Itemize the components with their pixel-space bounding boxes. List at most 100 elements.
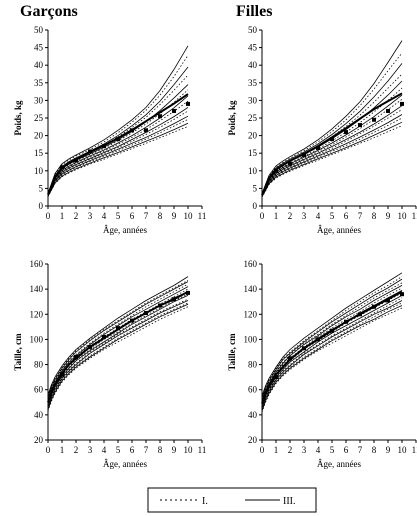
series-line-dotted xyxy=(261,287,403,403)
x-tick-label: 6 xyxy=(344,211,349,221)
x-tick-label: 7 xyxy=(144,211,149,221)
series-line-dotted xyxy=(261,276,403,398)
x-tick-label: 7 xyxy=(358,211,363,221)
x-tick-label: 6 xyxy=(344,445,349,455)
x-tick-label: 11 xyxy=(198,211,207,221)
x-tick-label: 9 xyxy=(172,211,177,221)
x-tick-label: 2 xyxy=(288,211,293,221)
y-axis-label: Poids, kg xyxy=(13,100,23,136)
panel-title: Garçons xyxy=(20,3,78,20)
series-line-dotted xyxy=(47,279,189,397)
data-marker xyxy=(158,114,162,119)
series-line-solid xyxy=(261,121,403,197)
x-tick-label: 3 xyxy=(302,445,307,455)
data-marker xyxy=(386,298,390,303)
data-marker xyxy=(74,158,78,163)
x-tick-label: 11 xyxy=(412,445,417,455)
x-tick-label: 4 xyxy=(102,445,107,455)
data-marker xyxy=(400,101,404,106)
series-line-dotted xyxy=(47,283,189,399)
x-tick-label: 3 xyxy=(302,211,307,221)
data-marker xyxy=(74,355,78,360)
data-marker xyxy=(330,328,334,333)
y-tick-label: 5 xyxy=(253,183,258,193)
y-tick-label: 5 xyxy=(39,183,44,193)
y-tick-label: 20 xyxy=(34,131,44,141)
x-tick-label: 0 xyxy=(46,211,51,221)
y-tick-label: 30 xyxy=(34,95,44,105)
x-tick-label: 2 xyxy=(74,445,79,455)
series-line-solid xyxy=(47,300,189,408)
x-axis-label: Âge, années xyxy=(317,459,361,469)
series-line-dotted xyxy=(47,302,189,409)
x-tick-label: 4 xyxy=(316,445,321,455)
series-line-solid xyxy=(47,107,189,196)
y-tick-label: 40 xyxy=(34,60,44,70)
data-marker xyxy=(316,145,320,150)
data-marker xyxy=(186,101,190,106)
series-line-dotted xyxy=(47,110,189,196)
series-line-solid xyxy=(261,300,403,409)
data-marker xyxy=(288,161,292,166)
chart-panel-garcons-height: 20 40 60 80 100 120 140 160 0 1 2 3 4 5 6 7 8 9 10 11 Âge, a… xyxy=(13,259,206,469)
y-tick-label: 20 xyxy=(34,435,44,445)
x-tick-label: 7 xyxy=(358,445,363,455)
y-tick-label: 40 xyxy=(34,410,44,420)
y-axis-label: Taille, cm xyxy=(227,333,237,371)
series-line-dotted xyxy=(261,52,403,195)
y-tick-label: 60 xyxy=(248,385,258,395)
x-tick-label: 6 xyxy=(130,445,135,455)
series-line-dotted xyxy=(261,117,403,197)
legend-label-solid: III. xyxy=(283,496,296,507)
x-tick-label: 3 xyxy=(88,211,93,221)
x-tick-label: 8 xyxy=(158,445,163,455)
data-marker xyxy=(274,168,278,173)
y-tick-label: 40 xyxy=(248,60,258,70)
x-axis-label: Âge, années xyxy=(317,225,361,235)
panel-title: Filles xyxy=(236,3,272,20)
x-tick-label: 1 xyxy=(274,445,279,455)
y-tick-label: 50 xyxy=(34,25,44,35)
data-marker xyxy=(386,108,390,113)
data-marker xyxy=(60,165,64,170)
y-axis-label: Poids, kg xyxy=(227,100,237,136)
series-line-dotted xyxy=(47,293,189,404)
x-tick-label: 5 xyxy=(116,211,121,221)
data-marker xyxy=(102,144,106,149)
series-line-solid xyxy=(47,281,189,398)
x-tick-label: 10 xyxy=(184,445,194,455)
legend: I. III. xyxy=(147,487,317,513)
series-line-solid xyxy=(47,295,189,405)
y-tick-label: 140 xyxy=(30,284,44,294)
series-line-thick xyxy=(47,290,189,403)
x-tick-label: 4 xyxy=(316,211,321,221)
x-tick-label: 5 xyxy=(330,211,335,221)
series-line-solid xyxy=(261,305,403,412)
x-tick-label: 11 xyxy=(198,445,207,455)
series-line-solid xyxy=(47,115,189,196)
y-tick-label: 160 xyxy=(244,259,258,269)
x-tick-label: 5 xyxy=(116,445,121,455)
x-tick-label: 1 xyxy=(274,211,279,221)
series-line-dotted xyxy=(47,306,189,412)
data-marker xyxy=(358,312,362,317)
series-line-solid xyxy=(261,105,403,196)
data-marker xyxy=(186,290,190,295)
series-line-dotted xyxy=(261,87,403,196)
x-tick-label: 2 xyxy=(288,445,293,455)
data-marker xyxy=(302,152,306,157)
y-tick-label: 50 xyxy=(248,25,258,35)
data-marker xyxy=(372,117,376,122)
x-tick-label: 6 xyxy=(130,211,135,221)
data-marker xyxy=(172,297,176,302)
legend-label-dotted: I. xyxy=(202,496,208,507)
data-marker xyxy=(372,304,376,309)
series-line-dotted xyxy=(261,109,403,196)
x-tick-label: 0 xyxy=(46,445,51,455)
data-marker xyxy=(158,303,162,308)
y-tick-label: 100 xyxy=(244,334,258,344)
data-marker xyxy=(144,311,148,316)
series-line-solid xyxy=(261,295,403,407)
x-tick-label: 1 xyxy=(60,445,65,455)
